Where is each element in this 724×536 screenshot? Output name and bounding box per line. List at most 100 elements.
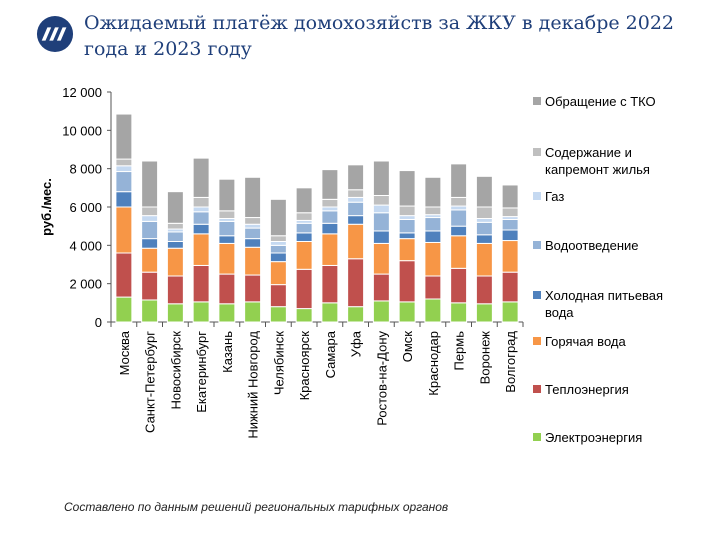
bar-segment [269,244,287,254]
bar-segment [166,275,184,305]
x-tick-label: Волгоград [503,331,518,393]
bar-stack [347,164,365,323]
bar-segment [192,206,210,213]
legend-label: Газ [545,189,564,204]
bar-segment [321,198,339,208]
legend-swatch [533,337,541,345]
bar-segment [475,275,493,305]
bar-segment [424,206,442,216]
y-tick-label: 0 [95,315,102,330]
bar-segment [115,296,133,323]
y-tick-label: 2 000 [69,277,102,292]
bar-segment [501,229,519,242]
bar-segment [295,222,313,234]
bar-segment [141,206,159,217]
bar-segment [475,175,493,208]
bar-segment [141,271,159,301]
bar-segment [244,301,262,323]
bar-segment [450,235,468,269]
bar-segment [450,209,468,227]
legend-label: Обращение с ТКО [545,94,656,109]
bar-segment [424,230,442,243]
y-tick-label: 6 000 [69,200,102,215]
bar-segment [192,301,210,323]
legend-swatch [533,241,541,249]
bar-segment [475,242,493,277]
bar-segment [192,211,210,225]
bar-segment [218,273,236,305]
legend-item: Обращение с ТКО [533,94,656,109]
bar-segment [321,233,339,266]
bar-segment [115,113,133,160]
y-tick-label: 8 000 [69,162,102,177]
y-axis-title: руб./мес. [39,178,54,236]
bar-segment [347,164,365,191]
x-tick-label: Санкт-Петербург [143,331,158,433]
bar-stack [321,169,339,323]
bar-stack [244,176,262,323]
bar-segment [450,267,468,304]
bar-segment [269,261,287,286]
y-tick-label: 10 000 [62,123,102,138]
bar-segment [141,215,159,222]
bar-segment [192,196,210,208]
bar-segment [244,217,262,225]
bar-segment [372,300,390,323]
legend-label: Водоотведение [545,238,639,253]
bar-segment [450,196,468,207]
bar-segment [398,205,416,217]
y-tick-label: 4 000 [69,238,102,253]
bar-segment [372,242,390,275]
bar-segment [501,184,519,209]
bar-segment [295,308,313,323]
bar-segment [141,238,159,249]
bar-segment [475,206,493,219]
bar-segment [115,191,133,208]
bar-segment [321,210,339,224]
bar-segment [424,217,442,232]
bar-segment [450,205,468,211]
bar-segment [115,171,133,193]
bar-segment [295,268,313,310]
x-tick-label: Самара [323,330,338,378]
legend-swatch [533,148,541,156]
bar-segment [321,222,339,235]
bar-segment [269,241,287,246]
bar-segment [347,215,365,225]
bar-segment [398,215,416,220]
legend-swatch [533,433,541,441]
bar-segment [244,246,262,276]
bar-stack [450,163,468,323]
bar-segment [166,303,184,323]
bar-segment [372,212,390,232]
bar-segment [398,260,416,303]
legend-swatch [533,291,541,299]
bar-segment [166,241,184,249]
legend-item: Холодная питьевая вода [533,288,663,320]
bar-segment [218,220,236,237]
legend-swatch [533,97,541,105]
bar-segment [192,264,210,303]
bar-segment [398,218,416,234]
bar-segment [321,302,339,323]
bar-segment [244,227,262,240]
bar-stack [141,160,159,323]
bar-segment [269,235,287,242]
bar-stack [475,175,493,323]
bar-segment [321,169,339,200]
x-tick-label: Уфа [349,330,364,357]
bar-segment [347,223,365,260]
bar-stack [192,157,210,323]
bar-stack [115,113,133,323]
bar-stack [424,176,442,323]
x-tick-label: Красноярск [297,331,312,401]
bar-segment [295,212,313,221]
bar-segment [218,210,236,219]
source-note: Составлено по данным решений региональны… [64,500,449,514]
x-tick-label: Ростов-на-Дону [374,331,389,426]
y-tick-label: 12 000 [62,85,102,100]
legend-label: Содержание и капремонт жилья [545,145,650,177]
legend-item: Содержание и капремонт жилья [533,145,650,177]
bar-segment [269,198,287,237]
